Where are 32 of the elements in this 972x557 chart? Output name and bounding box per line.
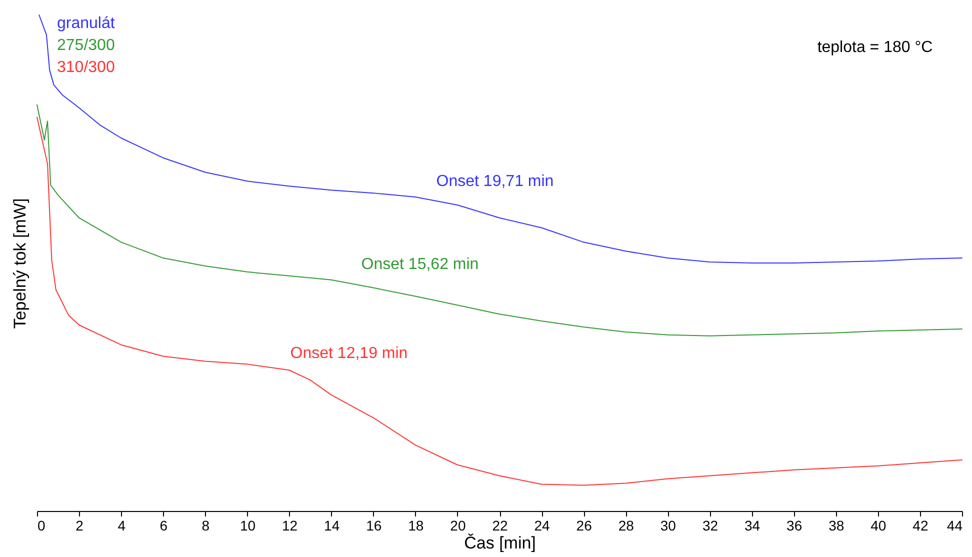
x-tick-label: 6 [160, 518, 168, 534]
annotation: Onset 19,71 min [436, 173, 554, 190]
x-tick-label: 20 [450, 518, 466, 534]
annotation: teplota = 180 °C [817, 39, 933, 56]
x-tick-label: 0 [38, 518, 46, 534]
x-tick-label: 42 [912, 518, 928, 534]
annotation: Onset 15,62 min [361, 256, 479, 273]
x-tick-label: 32 [702, 518, 718, 534]
y-axis-title: Tepelný tok [mW] [10, 198, 30, 329]
x-tick-label: 44 [946, 518, 963, 534]
x-tick-label: 34 [744, 518, 760, 534]
x-tick-label: 26 [576, 518, 592, 534]
x-tick-label: 30 [660, 518, 676, 534]
x-tick-label: 16 [366, 518, 382, 534]
x-tick-label: 10 [240, 518, 256, 534]
x-tick-label: 8 [202, 518, 210, 534]
x-tick-label: 18 [408, 518, 424, 534]
x-axis-title: Čas [min] [464, 534, 536, 552]
x-tick-label: 24 [534, 518, 550, 534]
annotation: Onset 12,19 min [290, 345, 408, 362]
text: 275/300 [57, 37, 115, 54]
x-tick-label: 22 [492, 518, 508, 534]
x-tick-label: 28 [618, 518, 634, 534]
x-tick-label: 4 [118, 518, 126, 534]
x-tick-label: 38 [828, 518, 844, 534]
x-tick-label: 40 [870, 518, 886, 534]
text: 310/300 [57, 59, 115, 76]
x-tick-label: 36 [786, 518, 802, 534]
x-tick-label: 12 [282, 518, 298, 534]
x-tick-label: 14 [324, 518, 340, 534]
x-tick-label: 2 [76, 518, 84, 534]
series-label: granulát [57, 15, 116, 32]
